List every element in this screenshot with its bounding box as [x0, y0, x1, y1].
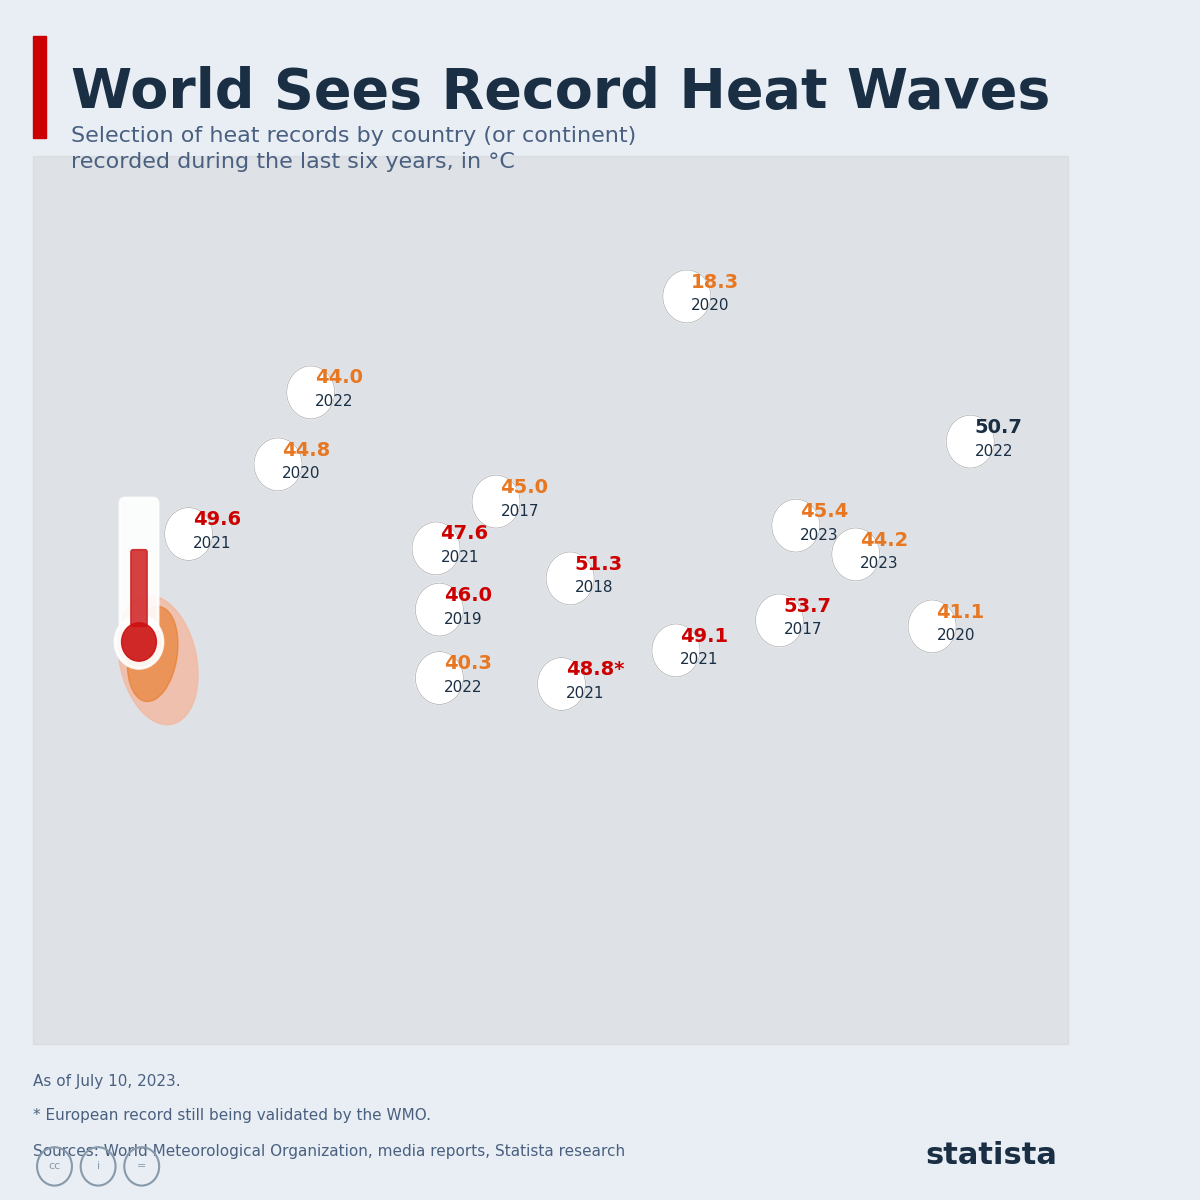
Text: 40.3: 40.3 — [444, 654, 492, 673]
Circle shape — [772, 499, 820, 552]
Text: 18.3: 18.3 — [691, 272, 739, 292]
Text: Sources: World Meteorological Organization, media reports, Statista research: Sources: World Meteorological Organizati… — [32, 1144, 625, 1159]
Text: 50.7: 50.7 — [974, 418, 1022, 437]
Text: 48.8*: 48.8* — [566, 660, 624, 679]
Circle shape — [756, 594, 804, 647]
Circle shape — [538, 658, 586, 710]
Text: 2017: 2017 — [500, 504, 539, 518]
Circle shape — [908, 600, 956, 653]
Text: 47.6: 47.6 — [440, 524, 488, 544]
Circle shape — [415, 652, 463, 704]
Text: 2023: 2023 — [800, 528, 839, 542]
Circle shape — [121, 623, 156, 661]
Text: 2021: 2021 — [566, 686, 605, 701]
Circle shape — [662, 270, 710, 323]
Text: 2022: 2022 — [316, 395, 354, 409]
Text: 44.2: 44.2 — [860, 530, 908, 550]
Ellipse shape — [118, 595, 198, 725]
Text: 2018: 2018 — [575, 581, 613, 595]
Text: * European record still being validated by the WMO.: * European record still being validated … — [32, 1108, 431, 1123]
FancyBboxPatch shape — [32, 156, 1068, 1044]
Text: 45.0: 45.0 — [500, 478, 548, 497]
Text: 2021: 2021 — [440, 551, 479, 565]
Text: 41.1: 41.1 — [936, 602, 985, 622]
Text: 2023: 2023 — [860, 557, 899, 571]
Text: 2017: 2017 — [784, 623, 822, 637]
Circle shape — [472, 475, 520, 528]
Text: World Sees Record Heat Waves: World Sees Record Heat Waves — [71, 66, 1050, 120]
Circle shape — [254, 438, 302, 491]
Circle shape — [546, 552, 594, 605]
Text: 2021: 2021 — [680, 653, 719, 667]
Text: 51.3: 51.3 — [575, 554, 623, 574]
Text: 49.1: 49.1 — [680, 626, 728, 646]
Text: 2022: 2022 — [444, 680, 482, 695]
Circle shape — [164, 508, 212, 560]
Text: 2020: 2020 — [691, 299, 730, 313]
Circle shape — [412, 522, 460, 575]
Text: 53.7: 53.7 — [784, 596, 832, 616]
FancyBboxPatch shape — [120, 498, 158, 630]
Text: 46.0: 46.0 — [444, 586, 492, 605]
Text: 44.0: 44.0 — [316, 368, 364, 388]
Text: 2022: 2022 — [974, 444, 1013, 458]
Circle shape — [652, 624, 700, 677]
Circle shape — [415, 583, 463, 636]
FancyBboxPatch shape — [32, 36, 46, 138]
Text: =: = — [137, 1162, 146, 1171]
Text: statista: statista — [925, 1141, 1057, 1170]
Circle shape — [287, 366, 335, 419]
Text: cc: cc — [48, 1162, 61, 1171]
Text: 2020: 2020 — [282, 467, 320, 481]
Text: 44.8: 44.8 — [282, 440, 331, 460]
FancyBboxPatch shape — [131, 550, 148, 626]
Text: 49.6: 49.6 — [193, 510, 241, 529]
Text: 2020: 2020 — [936, 629, 974, 643]
Circle shape — [832, 528, 880, 581]
Circle shape — [947, 415, 995, 468]
Text: Selection of heat records by country (or continent)
recorded during the last six: Selection of heat records by country (or… — [71, 126, 636, 173]
Text: 2021: 2021 — [193, 536, 232, 551]
Text: 45.4: 45.4 — [800, 502, 848, 521]
Circle shape — [115, 616, 163, 668]
Ellipse shape — [127, 606, 178, 702]
Text: i: i — [96, 1162, 100, 1171]
Text: 2019: 2019 — [444, 612, 482, 626]
Text: As of July 10, 2023.: As of July 10, 2023. — [32, 1074, 180, 1090]
